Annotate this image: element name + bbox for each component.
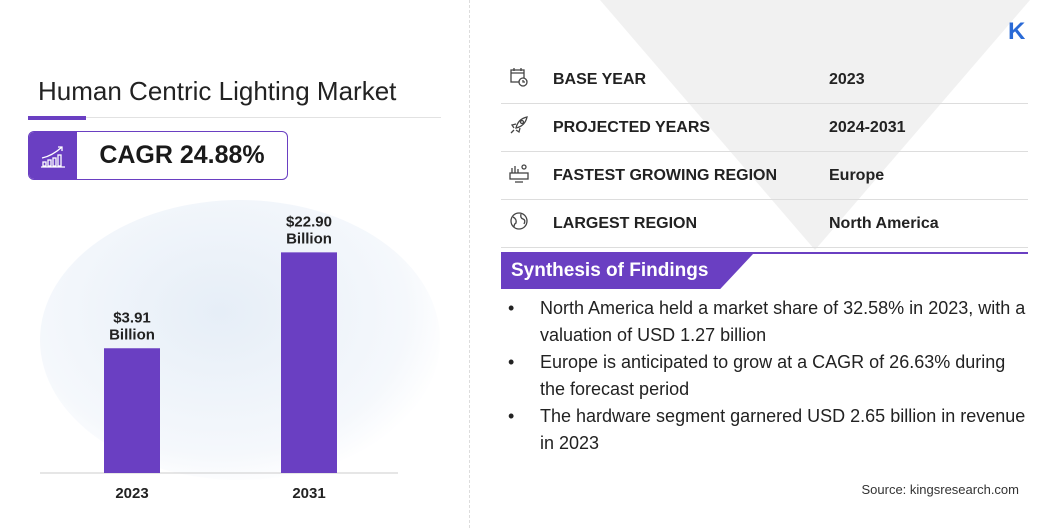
stat-row: PROJECTED YEARS 2024-2031 — [501, 104, 1028, 152]
cagr-value: CAGR 24.88% — [99, 141, 265, 169]
page-title: Human Centric Lighting Market — [38, 76, 397, 106]
finding-item: • North America held a market share of 32… — [508, 295, 1028, 349]
title-underline — [28, 117, 441, 118]
finding-text: Europe is anticipated to grow at a CAGR … — [540, 352, 1006, 399]
bar-2031 — [281, 252, 337, 473]
synthesis-rule — [501, 252, 1028, 254]
stat-label: FASTEST GROWING REGION — [553, 166, 778, 184]
data-label: $3.91 — [113, 309, 151, 326]
growth-chart-icon — [29, 132, 77, 179]
finding-text: The hardware segment garnered USD 2.65 b… — [540, 406, 1026, 453]
finding-item: • The hardware segment garnered USD 2.65 … — [508, 403, 1028, 457]
cagr-badge: CAGR 24.88% — [28, 131, 288, 180]
stat-row: FASTEST GROWING REGION Europe — [501, 152, 1028, 200]
stat-value: 2023 — [829, 70, 865, 88]
x-tick-label: 2023 — [115, 485, 148, 502]
kings-research-logo: K — [1008, 18, 1026, 45]
findings-list: • North America held a market share of 32… — [508, 295, 1028, 457]
bullet: • — [508, 352, 515, 372]
source-note: Source: kingsresearch.com — [861, 482, 1019, 497]
stat-value: North America — [829, 214, 939, 232]
stat-label: LARGEST REGION — [553, 214, 698, 232]
bullet: • — [508, 406, 515, 426]
synthesis-heading: Synthesis of Findings — [501, 254, 753, 289]
calendar-clock-icon — [501, 67, 553, 92]
data-label: $22.90 — [286, 213, 332, 230]
stat-row: BASE YEAR 2023 — [501, 56, 1028, 104]
data-label: Billion — [109, 326, 155, 343]
x-tick-label: 2031 — [292, 485, 325, 502]
data-label: Billion — [286, 230, 332, 247]
bar-2023 — [104, 348, 160, 473]
finding-item: • Europe is anticipated to grow at a CAGR… — [508, 349, 1028, 403]
stat-row: LARGEST REGION North America — [501, 200, 1028, 248]
globe-icon — [501, 211, 553, 236]
stat-label: BASE YEAR — [553, 70, 647, 88]
growth-region-icon — [501, 163, 553, 188]
finding-text: North America held a market share of 32.… — [540, 298, 1026, 345]
stat-label: PROJECTED YEARS — [553, 118, 711, 136]
background-v-shape — [600, 0, 1030, 250]
divider — [469, 0, 470, 528]
bullet: • — [508, 298, 515, 318]
title-accent-bar — [28, 116, 86, 120]
stat-value: Europe — [829, 166, 885, 184]
stat-value: 2024-2031 — [829, 118, 906, 136]
rocket-icon — [501, 115, 553, 140]
